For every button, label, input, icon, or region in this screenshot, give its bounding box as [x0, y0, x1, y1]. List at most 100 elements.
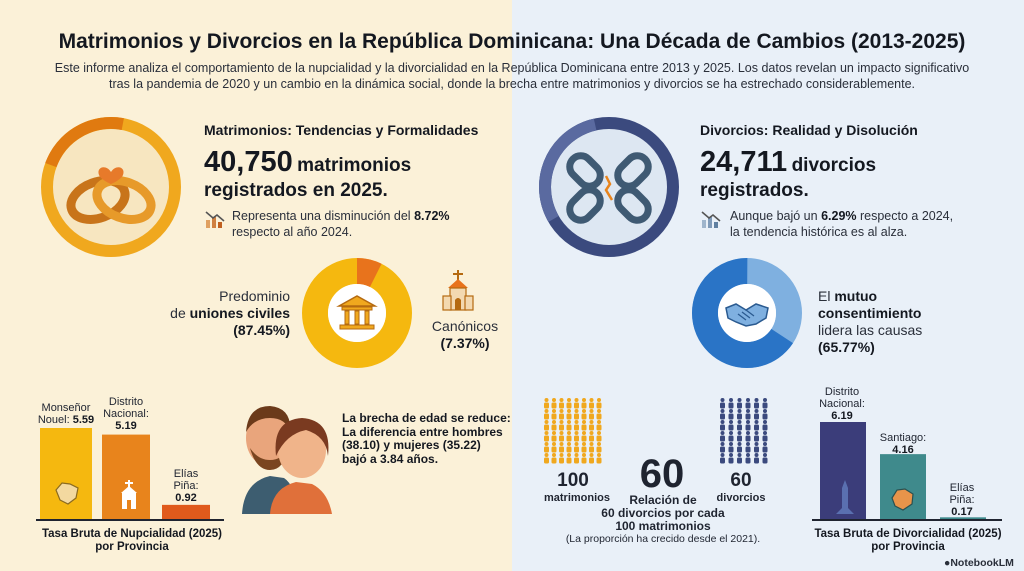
- person-icon: [544, 409, 549, 413]
- person-icon: [720, 398, 725, 402]
- marriages-count-unit: matrimonios: [297, 155, 412, 176]
- canonical-label: Canónicos (7.37%): [420, 318, 510, 352]
- ratio-big-number: 60: [639, 452, 685, 496]
- person-body: [551, 402, 557, 409]
- person-body: [581, 457, 587, 464]
- person-icon: [552, 442, 556, 446]
- person-body: [544, 435, 549, 442]
- person-icon: [746, 453, 750, 457]
- person-icon: [559, 431, 564, 435]
- broken-chain-icon: [539, 117, 679, 257]
- person-icon: [746, 409, 750, 413]
- person-icon: [754, 420, 759, 424]
- person-body: [559, 424, 564, 431]
- person-icon: [589, 409, 594, 413]
- div-bar-label-2: Santiago: 4.16: [879, 432, 927, 456]
- bar-el-as-pi-a: [162, 504, 210, 520]
- intro-line-1: Este informe analiza el comportamiento d…: [54, 61, 970, 75]
- person-icon: [574, 409, 579, 413]
- person-icon: [720, 453, 725, 457]
- person-body: [745, 435, 751, 442]
- person-body: [745, 446, 751, 453]
- person-icon: [763, 442, 767, 446]
- nup-bar-label-3: Elías Piña: 0.92: [173, 468, 199, 504]
- ratio-right: 60 divorcios: [716, 470, 766, 504]
- person-body: [574, 413, 579, 420]
- person-icon: [737, 453, 742, 457]
- person-body: [589, 446, 594, 453]
- civil-line-2-bold: uniones civiles: [189, 305, 290, 321]
- divorces-count-line2: registrados.: [700, 180, 809, 201]
- person-icon: [754, 398, 759, 402]
- divorces-heading: Divorcios: Realidad y Disolución: [700, 122, 918, 138]
- divorces-trend-icon: [700, 208, 722, 230]
- divorces-count: 24,711: [700, 146, 788, 178]
- person-icon: [737, 398, 742, 402]
- person-body: [574, 457, 579, 464]
- person-icon: [582, 398, 586, 402]
- person-icon: [754, 442, 759, 446]
- person-icon: [567, 409, 571, 413]
- person-icon: [567, 420, 571, 424]
- person-body: [581, 446, 587, 453]
- person-body: [544, 424, 549, 431]
- person-icon: [746, 442, 750, 446]
- person-body: [762, 457, 768, 464]
- courthouse-icon: [336, 295, 378, 330]
- bar-el-as-pi-a: [940, 517, 986, 520]
- person-body: [762, 424, 768, 431]
- person-icon: [567, 453, 571, 457]
- person-icon: [763, 420, 767, 424]
- person-icon: [729, 442, 733, 446]
- person-icon: [597, 420, 601, 424]
- person-body: [745, 457, 751, 464]
- person-body: [728, 402, 734, 409]
- person-body: [566, 446, 572, 453]
- div-bar-label-3: Elías Piña: 0.17: [949, 482, 975, 518]
- church-small-icon: [116, 480, 142, 510]
- person-body: [728, 446, 734, 453]
- civil-line-2-pre: de: [170, 305, 190, 321]
- marriages-count-line2: registrados en 2025.: [204, 180, 388, 201]
- brand-icon: ●​: [944, 557, 951, 569]
- person-body: [720, 435, 725, 442]
- civil-union-label: Predominio de uniones civiles (87.45%): [164, 288, 290, 339]
- person-icon: [597, 398, 601, 402]
- person-body: [596, 446, 602, 453]
- person-body: [596, 402, 602, 409]
- person-icon: [763, 431, 767, 435]
- handshake-icon: [725, 303, 769, 327]
- person-body: [574, 424, 579, 431]
- broken-chain-emblem: [534, 112, 684, 262]
- person-icon: [552, 398, 556, 402]
- nupcialidad-bar-chart: [36, 428, 224, 521]
- person-body: [559, 435, 564, 442]
- intro-text: Este informe analiza el comportamiento d…: [40, 60, 984, 92]
- wedding-rings-emblem: [36, 112, 186, 262]
- person-icon: [746, 420, 750, 424]
- ratio-left: 100 matrimonios: [544, 470, 611, 504]
- santiago-map-icon: [888, 484, 918, 514]
- nup-chart-title: Tasa Bruta de Nupcialidad (2025) por Pro…: [41, 528, 222, 553]
- person-icon: [763, 409, 767, 413]
- person-icon: [763, 453, 767, 457]
- person-body: [745, 413, 751, 420]
- person-icon: [737, 420, 742, 424]
- person-body: [574, 402, 579, 409]
- marriages-change-value: 8.72%: [414, 209, 450, 223]
- person-body: [754, 457, 759, 464]
- person-body: [728, 413, 734, 420]
- person-body: [559, 402, 564, 409]
- person-body: [737, 413, 742, 420]
- person-icon: [567, 398, 571, 402]
- person-body: [720, 402, 725, 409]
- person-icon: [737, 409, 742, 413]
- person-body: [737, 402, 742, 409]
- divorces-change-text: Aunque bajó un 6.29% respecto a 2024, la…: [730, 209, 954, 239]
- person-body: [559, 446, 564, 453]
- divorces-count-block: 24,711 divorcios: [700, 146, 876, 179]
- person-body: [566, 402, 572, 409]
- person-body: [581, 435, 587, 442]
- person-icon: [720, 409, 725, 413]
- marriages-people-grid: [544, 398, 602, 464]
